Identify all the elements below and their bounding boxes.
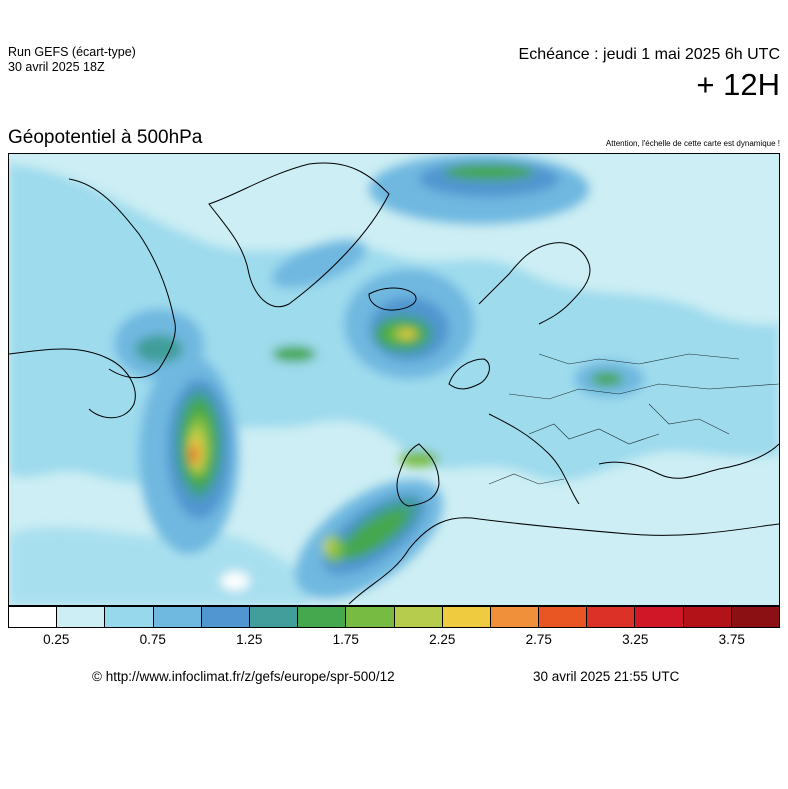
- borders: [488, 353, 779, 485]
- scale-swatch: [683, 607, 732, 627]
- generated-timestamp: 30 avril 2025 21:55 UTC: [533, 669, 680, 684]
- map-canvas: [9, 154, 779, 605]
- parameter-title: Géopotentiel à 500hPa: [8, 127, 203, 148]
- scale-tick-label: 0.25: [43, 632, 70, 647]
- lead-time: + 12H: [696, 67, 780, 102]
- scale-swatch: [105, 607, 154, 627]
- source-url: © http://www.infoclimat.fr/z/gefs/europe…: [92, 669, 395, 684]
- color-scale-bar: [8, 606, 780, 628]
- spread-fields: [9, 154, 779, 605]
- scale-swatch: [539, 607, 588, 627]
- dynamic-scale-warning: Attention, l'échelle de cette carte est …: [605, 139, 780, 148]
- scale-swatch: [731, 607, 779, 627]
- scale-swatch: [442, 607, 491, 627]
- run-title: Run GEFS (écart-type): [8, 45, 136, 59]
- scale-tick-label: 3.75: [718, 632, 745, 647]
- scale-tick-label: 0.75: [139, 632, 166, 647]
- scale-swatch: [587, 607, 636, 627]
- scale-swatch: [490, 607, 540, 627]
- scale-tick-label: 2.25: [429, 632, 456, 647]
- scale-swatch: [201, 607, 250, 627]
- spread-map: [8, 153, 780, 606]
- scale-swatch: [249, 607, 299, 627]
- scale-tick-label: 1.75: [332, 632, 359, 647]
- scale-tick-label: 3.25: [622, 632, 649, 647]
- scale-swatch: [635, 607, 684, 627]
- run-date: 30 avril 2025 18Z: [8, 60, 105, 74]
- scale-swatch: [394, 607, 443, 627]
- scale-tick-label: 2.75: [525, 632, 552, 647]
- scale-swatch: [9, 607, 58, 627]
- scale-swatch: [346, 607, 395, 627]
- coastlines: [9, 162, 779, 605]
- scale-swatch: [57, 607, 106, 627]
- scale-swatch: [153, 607, 202, 627]
- scale-swatch: [298, 607, 347, 627]
- valid-time: Echéance : jeudi 1 mai 2025 6h UTC: [518, 46, 780, 63]
- scale-tick-label: 1.25: [236, 632, 263, 647]
